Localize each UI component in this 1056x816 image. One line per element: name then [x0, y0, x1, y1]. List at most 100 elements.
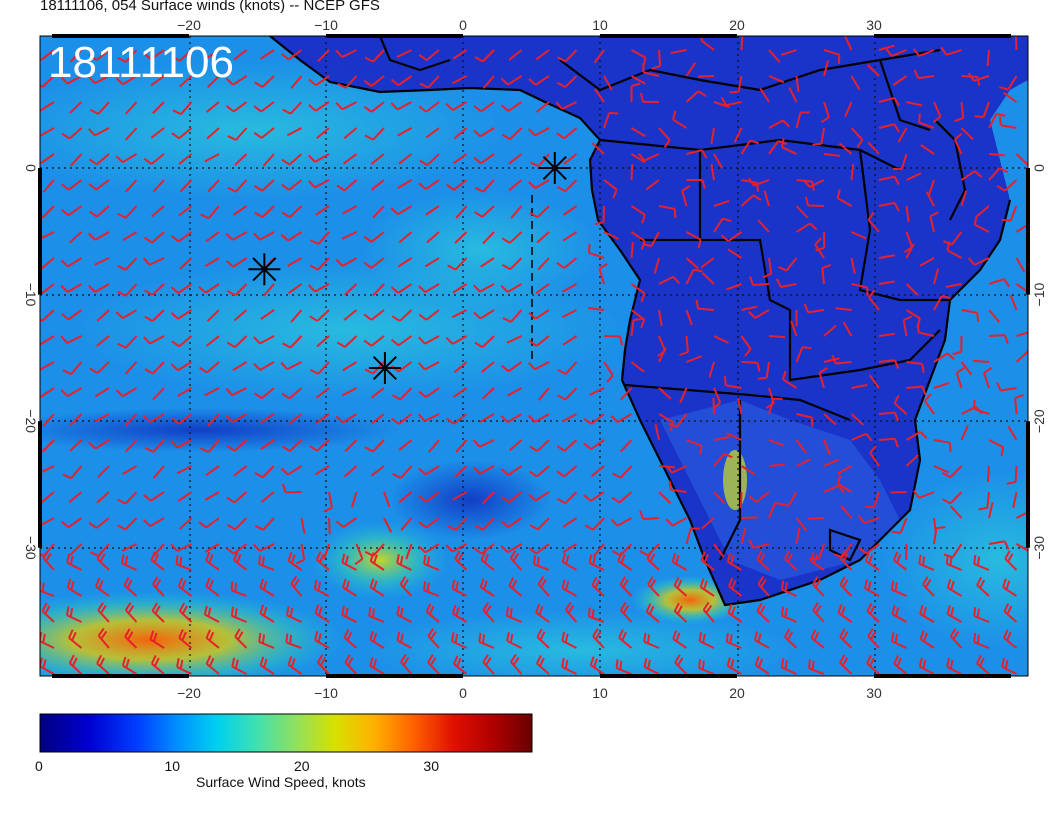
wind-barb [369, 578, 385, 597]
storm-markers [248, 152, 571, 385]
wind-barb [562, 205, 578, 216]
wind-barb [868, 289, 880, 311]
wind-barb [795, 222, 818, 233]
wind-barb [62, 465, 83, 480]
wind-barb [473, 101, 495, 113]
wind-barb [282, 101, 303, 115]
wind-barb [454, 465, 468, 478]
wind-barb [869, 445, 880, 467]
wind-barb [591, 142, 605, 155]
wind-barb [398, 491, 413, 503]
wind-barb [810, 629, 825, 649]
wind-barb [878, 175, 900, 186]
wind-barb [287, 257, 303, 267]
wind-barb [988, 540, 1010, 550]
wind-barb [96, 491, 110, 504]
wind-barb [740, 139, 760, 155]
wind-barb [685, 257, 699, 270]
wind-barb [341, 231, 357, 240]
wind-barb [68, 231, 83, 244]
wind-barb [205, 629, 220, 649]
wind-barb [603, 179, 618, 199]
wind-barb [804, 196, 825, 207]
lon-tick-label-bottom: 10 [592, 685, 608, 701]
wind-barb [809, 552, 825, 571]
wind-barb [474, 179, 495, 193]
wind-barb [286, 606, 302, 623]
wind-barb [225, 101, 248, 113]
wind-barb [665, 517, 687, 527]
wind-barb [713, 491, 726, 505]
wind-barb [419, 153, 440, 166]
wind-barb [727, 603, 743, 623]
wind-barb [563, 153, 578, 165]
wind-barb [1015, 257, 1026, 273]
wind-barb [864, 552, 880, 571]
wind-barb [508, 179, 523, 191]
wind-barb [592, 628, 605, 649]
wind-barb [701, 517, 715, 530]
wind-barb [396, 631, 412, 649]
wind-barb [500, 101, 523, 112]
wind-barb [757, 219, 770, 233]
wind-barb [290, 575, 303, 597]
wind-barb [60, 283, 82, 293]
wind-barb [536, 231, 550, 244]
wind-barb [893, 655, 908, 675]
wind-barb [42, 413, 55, 427]
wind-barb [66, 553, 82, 571]
wind-barb [949, 505, 963, 519]
wind-barb [115, 75, 138, 86]
wind-barb [179, 179, 193, 193]
wind-barb [768, 119, 790, 129]
wind-barb [344, 283, 358, 296]
wind-barb [446, 179, 468, 191]
wind-barb [1016, 543, 1028, 561]
lat-tick-label-right: 0 [1031, 164, 1047, 172]
wind-barb [835, 307, 852, 311]
wind-barb [720, 231, 743, 242]
wind-barb [474, 49, 495, 63]
wind-barb [417, 413, 440, 422]
lat-tick-label-right: −10 [1031, 283, 1047, 307]
wind-barb [905, 454, 919, 467]
wind-barb [587, 607, 605, 623]
wind-barb [176, 658, 192, 675]
wind-barb [673, 602, 688, 623]
wind-barb [528, 543, 550, 555]
wind-barb [152, 543, 165, 557]
wind-barb [988, 153, 1006, 157]
wind-barb [727, 248, 743, 259]
wind-barb [370, 153, 385, 165]
wind-barb [757, 575, 770, 597]
wind-barb [399, 576, 413, 597]
wind-barb [115, 387, 138, 398]
wind-barb [918, 657, 935, 675]
wind-barb [658, 413, 674, 431]
date-stamp: 18111106 [48, 38, 234, 87]
wind-barb [176, 465, 192, 475]
wind-barb [198, 283, 220, 294]
wind-barb [505, 606, 522, 623]
wind-barb [919, 257, 935, 267]
wind-barb [88, 153, 110, 166]
wind-barb [978, 491, 990, 511]
wind-barb [309, 439, 330, 452]
wind-barb [986, 49, 990, 67]
wind-barb [424, 257, 440, 268]
wind-barb [418, 465, 440, 476]
wind-barb [40, 361, 55, 371]
wind-barb [88, 49, 110, 61]
wind-barb [535, 101, 550, 113]
lon-tick-label-bottom: 0 [459, 685, 467, 701]
wind-barb [630, 309, 646, 329]
wind-barb [839, 654, 853, 675]
wind-barb [254, 179, 275, 192]
wind-barb [973, 607, 990, 623]
wind-barb [506, 631, 522, 649]
wind-barb [423, 581, 440, 597]
wind-barb [713, 435, 730, 441]
wind-barb [451, 579, 467, 597]
wind-barb [426, 231, 440, 244]
